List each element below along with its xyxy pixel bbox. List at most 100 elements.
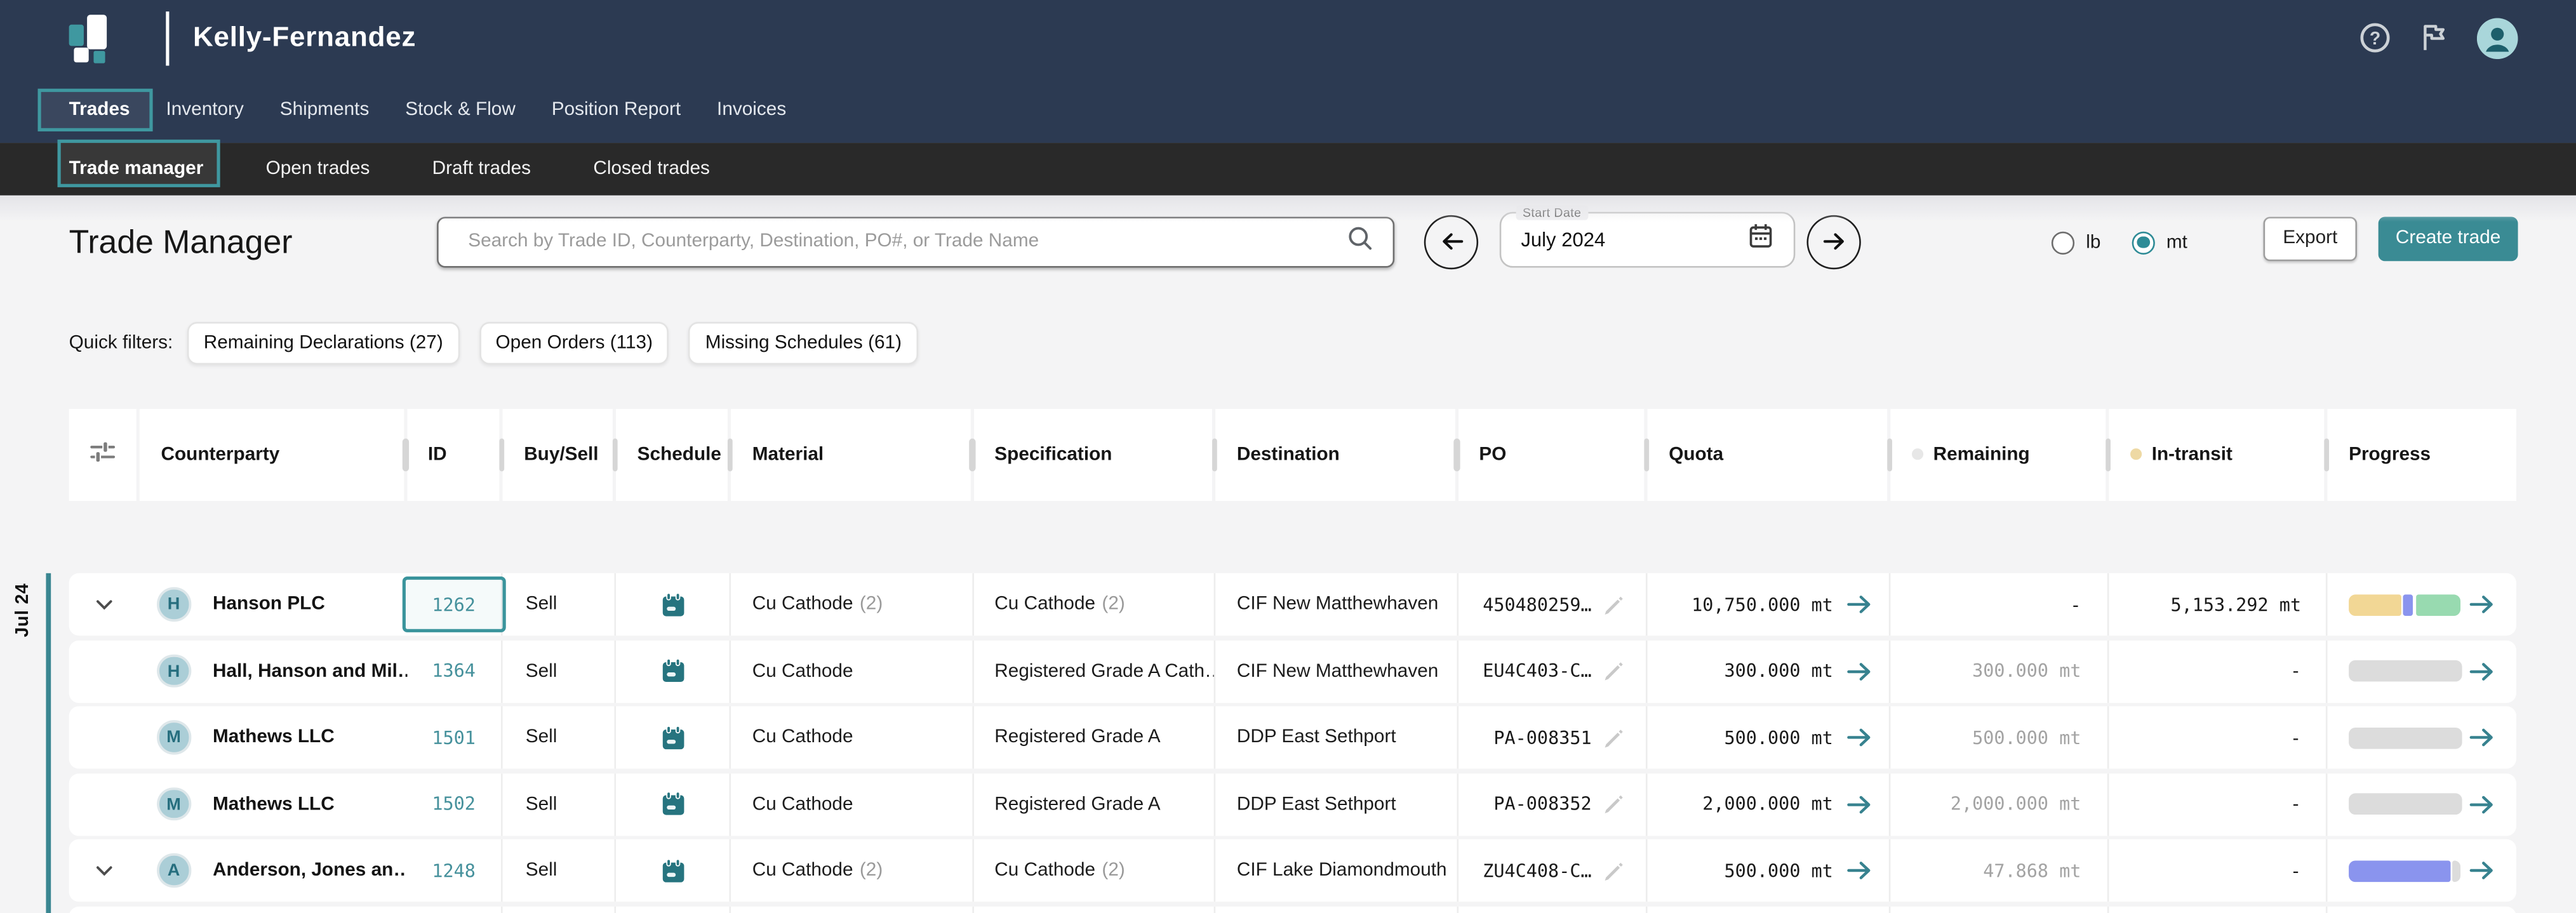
column-header-buysell[interactable]: Buy/Sell	[502, 408, 618, 500]
secondary-nav-item[interactable]: Trade manager	[57, 139, 220, 187]
trade-id-cell[interactable]: 1502	[406, 773, 503, 836]
calendar-icon[interactable]	[661, 725, 684, 750]
trade-id-cell[interactable]: 1364	[406, 640, 503, 703]
create-trade-button[interactable]: Create trade	[2378, 216, 2518, 261]
column-header-intransit[interactable]: In-transit	[2109, 408, 2330, 500]
trade-id-link[interactable]: 1502	[432, 793, 476, 815]
quota-arrow-icon[interactable]	[1846, 794, 1872, 814]
column-resize-handle[interactable]	[612, 437, 618, 471]
column-header-progress[interactable]: Progress	[2327, 408, 2516, 500]
column-resize-handle[interactable]	[498, 437, 505, 471]
counterparty-cell[interactable]: H Hanson PLC	[140, 573, 406, 636]
trade-id-link[interactable]: 1262	[432, 594, 476, 616]
secondary-nav-item[interactable]: Open trades	[266, 159, 370, 178]
calendar-icon[interactable]	[661, 792, 684, 816]
primary-nav-item[interactable]: Trades	[37, 88, 154, 131]
column-header-counterparty[interactable]: Counterparty	[139, 408, 408, 500]
column-resize-handle[interactable]	[1643, 437, 1650, 471]
column-header-po[interactable]: PO	[1457, 408, 1650, 500]
export-button[interactable]: Export	[2263, 216, 2358, 261]
column-header-id[interactable]: ID	[406, 408, 505, 500]
next-period-button[interactable]	[1806, 214, 1861, 269]
unit-radio-lb[interactable]	[2051, 230, 2075, 254]
progress-arrow-icon[interactable]	[2469, 861, 2495, 881]
expand-cell[interactable]	[69, 839, 140, 902]
calendar-picker-icon[interactable]	[1747, 221, 1773, 257]
calendar-icon[interactable]	[661, 858, 684, 883]
company-logo-icon[interactable]	[65, 12, 121, 63]
quota-arrow-icon[interactable]	[1846, 595, 1872, 615]
quota-arrow-icon[interactable]	[1846, 662, 1872, 681]
primary-nav-item[interactable]: Invoices	[717, 100, 786, 119]
edit-po-icon[interactable]	[1603, 594, 1625, 616]
column-settings-icon[interactable]	[89, 439, 117, 470]
schedule-cell[interactable]	[616, 573, 731, 636]
schedule-cell[interactable]	[616, 706, 731, 770]
column-header-schedule[interactable]: Schedule	[616, 408, 733, 500]
start-date-value[interactable]: July 2024	[1521, 227, 1606, 251]
chevron-down-icon[interactable]	[95, 599, 113, 610]
column-settings-cell[interactable]	[69, 408, 140, 500]
search-box[interactable]	[437, 216, 1395, 267]
column-resize-handle[interactable]	[1886, 437, 1892, 471]
previous-period-button[interactable]	[1424, 214, 1479, 269]
column-resize-handle[interactable]	[403, 437, 408, 471]
counterparty-cell[interactable]: M Mathews LLC	[140, 707, 406, 769]
help-icon[interactable]: ?	[2358, 22, 2391, 55]
expand-cell[interactable]	[69, 707, 140, 769]
user-avatar[interactable]	[2476, 17, 2518, 58]
schedule-cell[interactable]	[616, 839, 731, 902]
column-resize-handle[interactable]	[1454, 437, 1460, 471]
schedule-cell[interactable]	[616, 773, 731, 836]
trade-id-link[interactable]: 1248	[432, 860, 476, 882]
trade-id-cell[interactable]: 1262	[402, 573, 505, 636]
schedule-cell[interactable]	[616, 640, 731, 703]
trade-id-link[interactable]: 1501	[432, 727, 476, 749]
quota-arrow-icon[interactable]	[1846, 861, 1872, 881]
table-row[interactable]: H Hanson PLC 1262 Sell	[69, 573, 2516, 636]
primary-nav-item[interactable]: Shipments	[280, 100, 370, 119]
table-row[interactable]: A Anderson, Jones an… 1248 Sell	[69, 839, 2516, 902]
trade-id-cell[interactable]: 1248	[406, 839, 503, 902]
unit-label-lb[interactable]: lb	[2086, 232, 2101, 253]
column-header-specification[interactable]: Specification	[973, 408, 1217, 500]
edit-po-icon[interactable]	[1603, 794, 1625, 815]
primary-nav-item[interactable]: Inventory	[166, 100, 243, 119]
progress-arrow-icon[interactable]	[2469, 794, 2495, 814]
progress-arrow-icon[interactable]	[2469, 595, 2495, 615]
expand-cell[interactable]	[69, 640, 140, 702]
trade-id-cell[interactable]: 1501	[406, 706, 503, 770]
progress-arrow-icon[interactable]	[2469, 728, 2495, 747]
primary-nav-item[interactable]: Position Report	[552, 100, 681, 119]
column-resize-handle[interactable]	[1211, 437, 1217, 471]
secondary-nav-item[interactable]: Closed trades	[593, 159, 710, 178]
table-row[interactable]: M Mathews LLC 1502 Sell	[69, 773, 2516, 836]
search-input[interactable]	[468, 231, 1347, 251]
calendar-icon[interactable]	[661, 592, 684, 617]
secondary-nav-item[interactable]: Draft trades	[432, 159, 531, 178]
column-header-material[interactable]: Material	[731, 408, 975, 500]
quota-arrow-icon[interactable]	[1846, 728, 1872, 747]
table-row-partial[interactable]	[69, 906, 2516, 913]
progress-arrow-icon[interactable]	[2469, 662, 2495, 681]
primary-nav-item[interactable]: Stock & Flow	[405, 100, 516, 119]
quick-filter-chip[interactable]: Open Orders (113)	[479, 321, 669, 364]
column-resize-handle[interactable]	[2105, 437, 2111, 471]
column-resize-handle[interactable]	[2323, 437, 2330, 471]
start-date-field[interactable]: Start Date July 2024	[1499, 204, 1796, 267]
flag-icon[interactable]	[2419, 23, 2448, 53]
quick-filter-chip[interactable]: Remaining Declarations (27)	[187, 321, 460, 364]
edit-po-icon[interactable]	[1603, 727, 1625, 749]
expand-cell[interactable]	[69, 573, 140, 636]
table-row[interactable]: H Hall, Hanson and Mil… 1364 Sell	[69, 640, 2516, 703]
column-header-destination[interactable]: Destination	[1215, 408, 1460, 500]
chevron-down-icon[interactable]	[95, 865, 113, 876]
counterparty-cell[interactable]: M Mathews LLC	[140, 773, 406, 836]
calendar-icon[interactable]	[661, 658, 684, 684]
expand-cell[interactable]	[69, 773, 140, 836]
column-resize-handle[interactable]	[970, 437, 975, 471]
edit-po-icon[interactable]	[1603, 860, 1625, 882]
column-header-remaining[interactable]: Remaining	[1890, 408, 2111, 500]
counterparty-cell[interactable]: A Anderson, Jones an…	[140, 839, 406, 902]
edit-po-icon[interactable]	[1603, 660, 1625, 682]
